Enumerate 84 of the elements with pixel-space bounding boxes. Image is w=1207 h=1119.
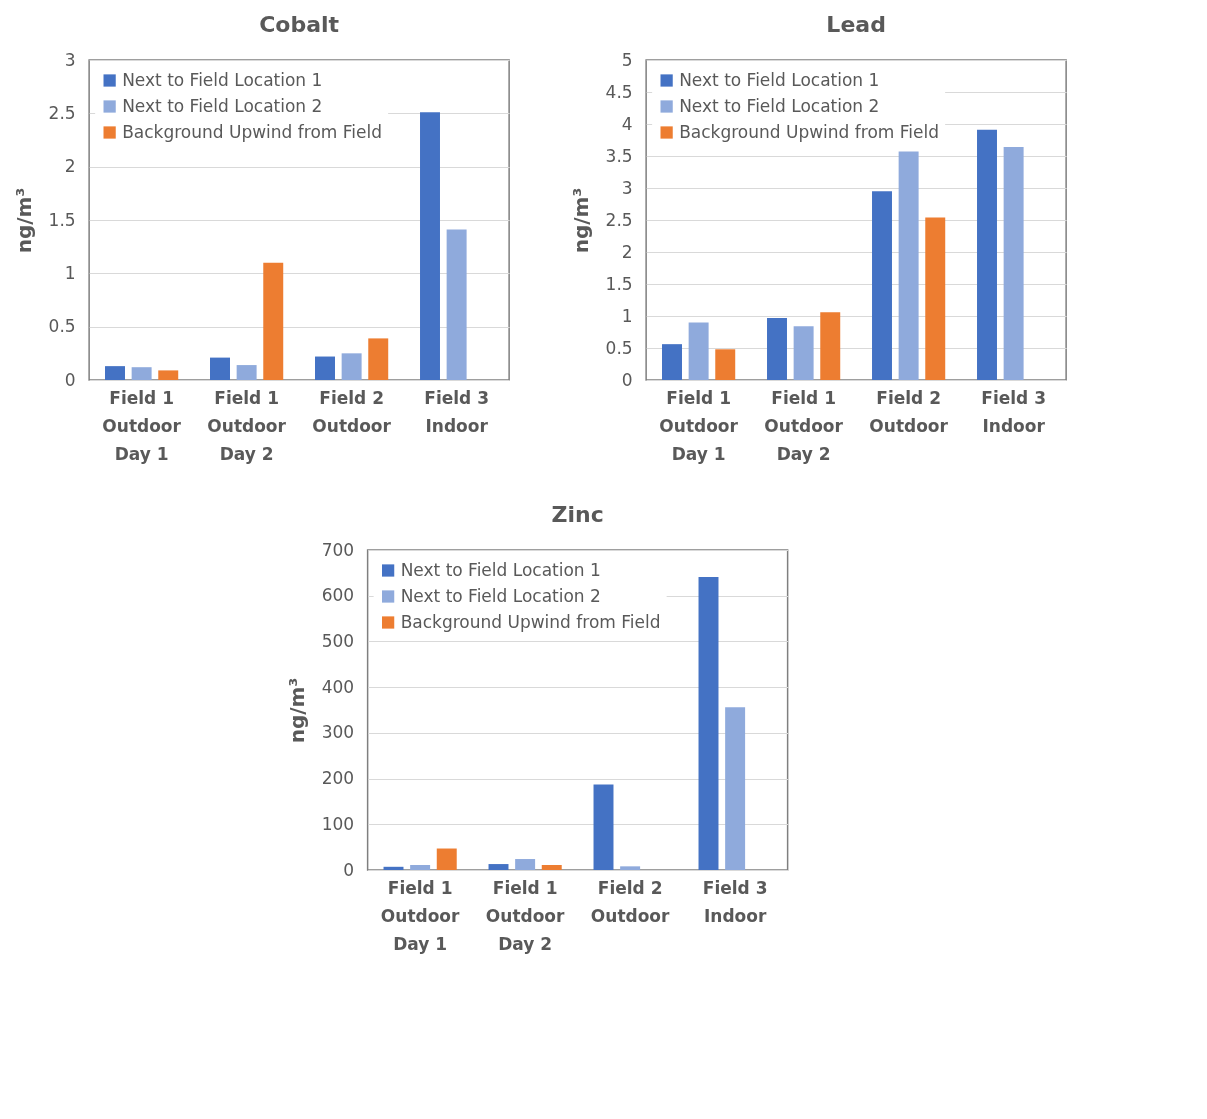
bar bbox=[263, 262, 284, 380]
y-tick-label: 3.5 bbox=[605, 145, 633, 166]
bar bbox=[725, 707, 746, 870]
bar bbox=[105, 366, 125, 380]
bar bbox=[1003, 147, 1024, 380]
y-tick-label: 0 bbox=[621, 369, 633, 390]
bar bbox=[368, 338, 389, 380]
y-tick-label: 2 bbox=[64, 156, 76, 177]
x-tick-label: Field 2 Outdoor bbox=[590, 877, 671, 926]
legend-label: Background Upwind from Field bbox=[400, 611, 661, 632]
y-tick-label: 700 bbox=[321, 539, 355, 560]
x-tick-label: Field 1 Outdoor Day 2 bbox=[485, 877, 566, 954]
bar bbox=[662, 344, 682, 380]
y-tick-label: 1.5 bbox=[605, 273, 633, 294]
y-tick-label: 3 bbox=[621, 177, 633, 198]
bar bbox=[715, 349, 736, 380]
y-tick-label: 2.5 bbox=[48, 102, 76, 123]
bar bbox=[515, 859, 536, 870]
x-tick-label: Field 1 Outdoor Day 2 bbox=[764, 387, 844, 464]
bar bbox=[698, 576, 719, 870]
y-tick-label: 1 bbox=[621, 305, 633, 326]
y-tick-label: 1 bbox=[64, 262, 76, 283]
bar bbox=[872, 191, 892, 380]
x-tick-label: Field 1 Outdoor Day 1 bbox=[102, 387, 182, 464]
bar bbox=[820, 312, 841, 380]
legend-label: Next to Field Location 2 bbox=[679, 95, 880, 116]
x-tick-label: Field 3 Indoor bbox=[702, 877, 768, 926]
y-tick-label: 600 bbox=[321, 585, 355, 606]
legend-label: Next to Field Location 2 bbox=[400, 585, 601, 606]
legend-label: Next to Field Location 1 bbox=[122, 69, 323, 90]
bar bbox=[446, 229, 467, 380]
bar bbox=[158, 370, 179, 380]
chart-title: Cobalt bbox=[259, 12, 340, 37]
bar bbox=[436, 848, 457, 870]
bar bbox=[210, 357, 230, 380]
bar bbox=[236, 365, 257, 380]
y-axis-title: ng/m³ bbox=[11, 187, 36, 254]
y-tick-label: 5 bbox=[621, 49, 633, 70]
bar bbox=[315, 356, 335, 380]
chart-title: Lead bbox=[826, 12, 886, 37]
bar bbox=[688, 322, 709, 380]
bar bbox=[488, 864, 509, 870]
y-tick-label: 1.5 bbox=[48, 209, 76, 230]
x-tick-label: Field 1 Outdoor Day 1 bbox=[659, 387, 739, 464]
y-tick-label: 500 bbox=[321, 630, 355, 651]
x-tick-label: Field 2 Outdoor bbox=[869, 387, 949, 436]
y-tick-label: 2 bbox=[621, 241, 633, 262]
legend-label: Next to Field Location 2 bbox=[122, 95, 323, 116]
y-tick-label: 2.5 bbox=[605, 209, 633, 230]
legend-label: Background Upwind from Field bbox=[122, 121, 382, 142]
y-tick-label: 4.5 bbox=[605, 81, 633, 102]
y-tick-label: 0 bbox=[343, 859, 355, 880]
bar bbox=[977, 129, 997, 380]
bar bbox=[541, 864, 562, 870]
bar bbox=[767, 317, 787, 380]
y-tick-label: 0.5 bbox=[605, 337, 633, 358]
x-tick-label: Field 3 Indoor bbox=[981, 387, 1046, 436]
bar bbox=[420, 112, 440, 380]
bar bbox=[341, 353, 362, 380]
chart-title: Zinc bbox=[551, 502, 604, 527]
bar bbox=[925, 217, 946, 380]
x-tick-label: Field 1 Outdoor Day 1 bbox=[380, 877, 461, 954]
bar bbox=[593, 784, 614, 870]
x-tick-label: Field 1 Outdoor Day 2 bbox=[207, 387, 287, 464]
x-tick-label: Field 3 Indoor bbox=[424, 387, 489, 436]
y-tick-label: 200 bbox=[321, 768, 355, 789]
y-tick-label: 100 bbox=[321, 813, 355, 834]
bar bbox=[898, 151, 919, 380]
y-tick-label: 400 bbox=[321, 676, 355, 697]
bar bbox=[793, 326, 814, 380]
bar bbox=[131, 367, 152, 380]
y-tick-label: 0.5 bbox=[48, 316, 76, 337]
y-tick-label: 300 bbox=[321, 722, 355, 743]
legend-label: Next to Field Location 1 bbox=[400, 559, 601, 580]
bar bbox=[620, 866, 641, 870]
x-tick-label: Field 2 Outdoor bbox=[312, 387, 392, 436]
y-tick-label: 0 bbox=[64, 369, 76, 390]
y-axis-title: ng/m³ bbox=[568, 187, 593, 254]
y-axis-title: ng/m³ bbox=[284, 677, 309, 744]
y-tick-label: 4 bbox=[621, 113, 633, 134]
legend-label: Next to Field Location 1 bbox=[679, 69, 880, 90]
legend-label: Background Upwind from Field bbox=[679, 121, 939, 142]
y-tick-label: 3 bbox=[64, 49, 76, 70]
bar bbox=[410, 864, 431, 870]
